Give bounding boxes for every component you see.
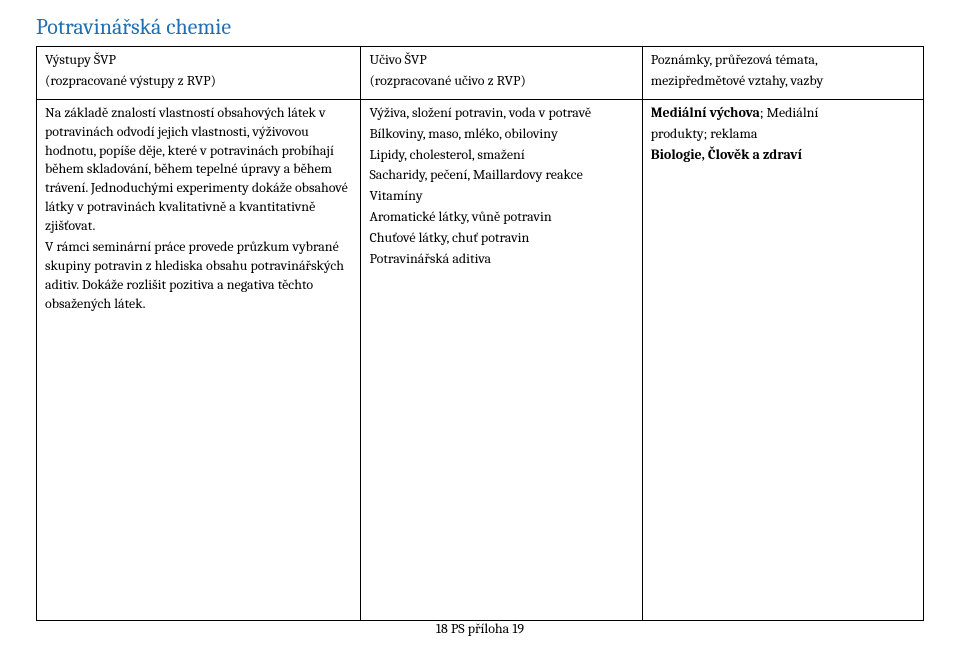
col2-line: Sacharidy, pečení, Maillardovy reakce — [369, 166, 633, 185]
col2-line: Potravinářská aditiva — [369, 250, 633, 269]
col2-line: Výživa, složení potravin, voda v potravě — [369, 104, 633, 123]
page-footer: 18 PS příloha 19 — [0, 620, 960, 637]
col3-body-cell: Mediální výchova; Mediální produkty; rek… — [642, 99, 923, 620]
col2-h1: Učivo ŠVP — [369, 51, 633, 70]
col1-body-cell: Na základě znalostí vlastností obsahovýc… — [37, 99, 361, 620]
col1-h2: (rozpracované výstupy z RVP) — [45, 72, 352, 91]
col2-header: Učivo ŠVP (rozpracované učivo z RVP) — [361, 47, 642, 100]
col1-body-p2: V rámci seminární práce provede průzkum … — [45, 238, 352, 314]
col3-line2: produkty; reklama — [651, 125, 915, 144]
col3-line1-bold: Mediální výchova — [651, 104, 760, 121]
table-body-row: Na základě znalostí vlastností obsahovýc… — [37, 99, 924, 620]
page-title: Potravinářská chemie — [36, 14, 924, 40]
col2-body-cell: Výživa, složení potravin, voda v potravě… — [361, 99, 642, 620]
col2-line: Chuťové látky, chuť potravin — [369, 229, 633, 248]
col3-h1: Poznámky, průřezová témata, — [651, 51, 915, 70]
col3-line3: Biologie, Člověk a zdraví — [651, 146, 915, 165]
content-table: Výstupy ŠVP (rozpracované výstupy z RVP)… — [36, 46, 924, 621]
col3-header: Poznámky, průřezová témata, mezipředměto… — [642, 47, 923, 100]
col1-body-p1: Na základě znalostí vlastností obsahovýc… — [45, 104, 352, 236]
col2-line: Lipidy, cholesterol, smažení — [369, 146, 633, 165]
col3-h2: mezipředmětové vztahy, vazby — [651, 72, 915, 91]
col3-line1-rest: ; Mediální — [760, 104, 818, 121]
col1-h1: Výstupy ŠVP — [45, 51, 352, 70]
table-header-row: Výstupy ŠVP (rozpracované výstupy z RVP)… — [37, 47, 924, 100]
col2-line: Aromatické látky, vůně potravin — [369, 208, 633, 227]
col3-line1: Mediální výchova; Mediální — [651, 104, 915, 123]
col2-line: Vitamíny — [369, 187, 633, 206]
col1-header: Výstupy ŠVP (rozpracované výstupy z RVP) — [37, 47, 361, 100]
col2-h2: (rozpracované učivo z RVP) — [369, 72, 633, 91]
col2-line: Bílkoviny, maso, mléko, obiloviny — [369, 125, 633, 144]
